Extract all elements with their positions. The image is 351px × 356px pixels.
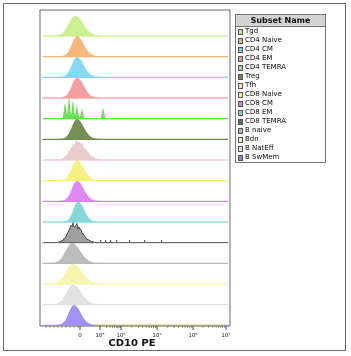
- x-tick-label: 0: [78, 333, 82, 339]
- histogram-b-nateff: [43, 284, 229, 305]
- legend-entry: CD8 CM: [236, 99, 325, 108]
- legend-label: CD4 Naive: [245, 36, 282, 44]
- legend-swatch: [238, 154, 243, 161]
- histogram-cd8-cm: [44, 181, 228, 202]
- legend-label: B naive: [245, 126, 272, 134]
- histogram-tfh: [43, 139, 229, 160]
- histogram-cd4-cm: [44, 57, 228, 78]
- legend-label: CD8 EM: [245, 108, 273, 116]
- legend-swatch: [238, 64, 243, 71]
- x-tick-label: 10⁶: [188, 332, 198, 339]
- legend-swatch: [238, 127, 243, 134]
- legend-swatch: [238, 82, 243, 89]
- legend-label: B SwMem: [245, 153, 280, 161]
- legend-entry: CD4 TEMRA: [236, 63, 325, 72]
- scatter-tail-dot: [129, 240, 131, 242]
- legend-entry: B SwMem: [236, 153, 325, 162]
- histogram-cd8-naive: [43, 160, 229, 181]
- plot-area-border: [39, 9, 231, 327]
- legend: Subset Name Tgd CD4 Naive CD4 CM CD4 EM CD4 …: [235, 14, 326, 163]
- legend-entry: Tgd: [236, 27, 325, 36]
- legend-entries: Tgd CD4 Naive CD4 CM CD4 EM CD4 TEMRA Treg Tfh…: [236, 27, 325, 162]
- legend-label: Tfh: [245, 81, 257, 89]
- legend-entry: B NatEff: [236, 144, 325, 153]
- legend-label: CD4 CM: [245, 45, 273, 53]
- scatter-tail-dot: [100, 240, 102, 242]
- legend-entry: CD4 EM: [236, 54, 325, 63]
- legend-entry: Bdn: [236, 135, 325, 144]
- scatter-tail-dot: [161, 240, 163, 242]
- histogram-bdn: [43, 263, 229, 284]
- legend-swatch: [238, 46, 243, 53]
- legend-label: CD4 TEMRA: [245, 63, 287, 71]
- legend-swatch: [238, 145, 243, 152]
- legend-swatch: [238, 100, 243, 107]
- histogram-cd4-naive: [43, 36, 229, 57]
- legend-label: CD8 CM: [245, 99, 273, 107]
- legend-entry: CD4 CM: [236, 45, 325, 54]
- histogram-tgd: [43, 15, 229, 36]
- x-tick-label: 10⁵: [152, 332, 161, 339]
- legend-swatch: [238, 91, 243, 98]
- chart-frame: 0 10³ 10⁴ 10⁵ 10⁶ 10⁷ CD10 PE Subset Name Tgd…: [3, 3, 346, 351]
- histogram-cd4-em: [43, 77, 229, 98]
- legend-label: B NatEff: [245, 144, 274, 152]
- legend-label: Treg: [245, 72, 260, 80]
- legend-entry: CD8 Naive: [236, 90, 325, 99]
- legend-entry: CD8 TEMRA: [236, 117, 325, 126]
- legend-entry: CD4 Naive: [236, 36, 325, 45]
- legend-label: CD8 TEMRA: [245, 117, 287, 125]
- legend-swatch: [238, 37, 243, 44]
- legend-swatch: [238, 118, 243, 125]
- legend-swatch: [238, 136, 243, 143]
- legend-entry: Tfh: [236, 81, 325, 90]
- histogram-cd8-temra: [43, 221, 229, 243]
- scatter-tail-dot: [116, 240, 118, 242]
- legend-entry: CD8 EM: [236, 108, 325, 117]
- x-tick-label: 10⁴: [116, 332, 126, 339]
- x-axis-label: CD10 PE: [108, 338, 156, 349]
- scatter-tail-dot: [110, 240, 112, 242]
- legend-label: CD4 EM: [245, 54, 273, 62]
- legend-title: Subset Name: [236, 15, 325, 27]
- legend-entry: Treg: [236, 72, 325, 81]
- histogram-plot: 0 10³ 10⁴ 10⁵ 10⁶ 10⁷: [39, 9, 231, 339]
- x-tick-label: 10⁷: [221, 332, 230, 339]
- legend-swatch: [238, 73, 243, 80]
- legend-swatch: [238, 28, 243, 35]
- histogram-cd4-temra: [43, 98, 229, 119]
- legend-label: CD8 Naive: [245, 90, 282, 98]
- scatter-tail-dot: [144, 240, 146, 242]
- scatter-tail-dot: [105, 240, 107, 242]
- histogram-treg: [44, 119, 228, 140]
- histogram-b-swmem: [44, 305, 228, 326]
- histogram-cd8-em: [43, 201, 229, 222]
- legend-swatch: [238, 109, 243, 116]
- histogram-b-naive: [44, 243, 228, 264]
- x-tick-label: 10³: [95, 332, 104, 339]
- legend-entry: B naive: [236, 126, 325, 135]
- legend-label: Tgd: [245, 27, 259, 35]
- legend-label: Bdn: [245, 135, 259, 143]
- legend-swatch: [238, 55, 243, 62]
